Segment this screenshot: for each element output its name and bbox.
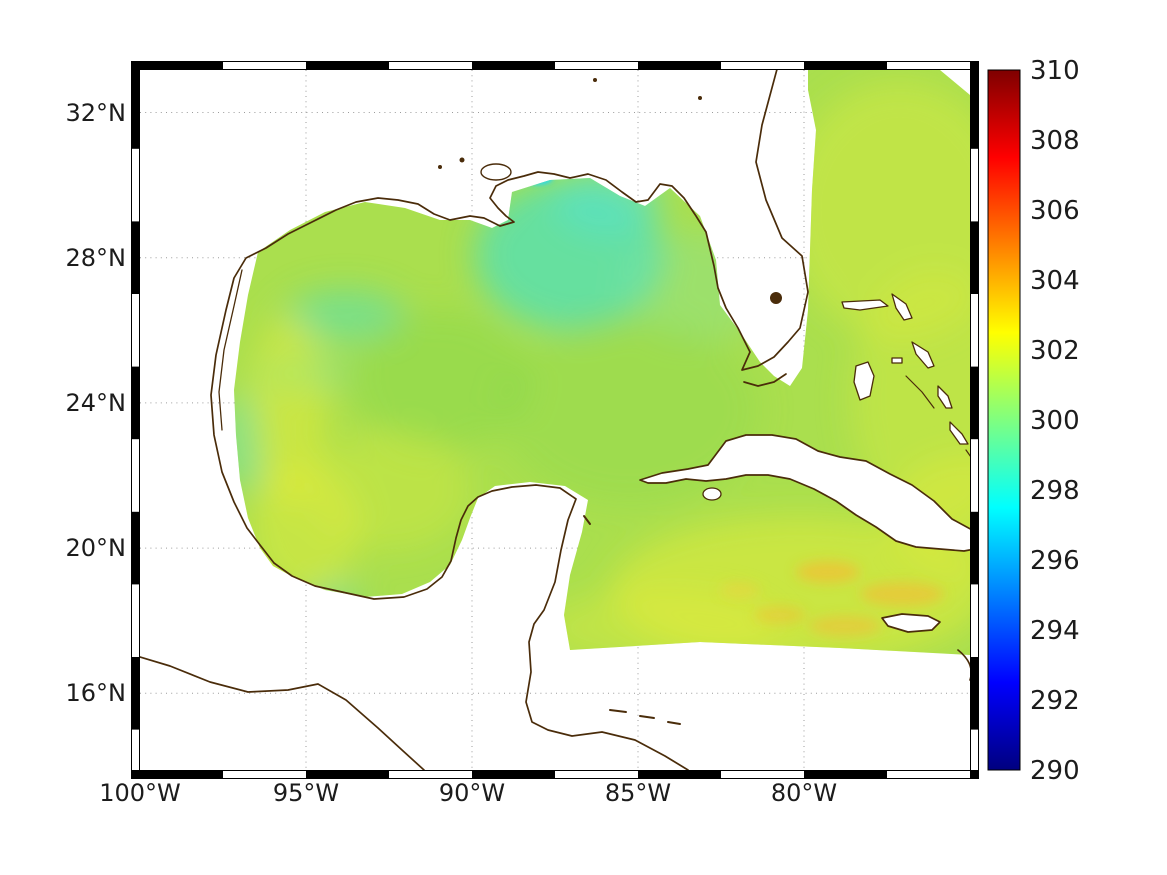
frame-segment [140,770,223,779]
coastline-texas-barrier-islands [218,269,243,431]
frame-segment [472,770,555,779]
sst-patch-warm [809,616,881,636]
island-eleuthera [911,341,935,369]
island-andros [853,361,875,401]
colorbar-tick-label: 298 [1030,476,1080,506]
colorbar-tick-label: 290 [1030,756,1080,786]
frame-corner [131,61,140,70]
frame-segment [131,657,140,730]
island-honduras-bay-2 [639,715,655,719]
frame-segment [306,770,389,779]
small-lake-1 [459,157,465,163]
lat-tick-label: 20°N [66,534,127,562]
lat-axis: 32°N 28°N 24°N 20°N 16°N [66,99,127,707]
colorbar-gradient [987,69,1021,771]
frame-segment [131,70,140,149]
frame-corner [131,770,140,779]
sst-patch [307,585,363,611]
frame-corner [970,770,979,779]
frame-segment [970,366,979,440]
colorbar-tick-label: 300 [1030,406,1080,436]
colorbar-ticks: 310 308 306 304 302 300 298 296 294 292 … [1030,56,1080,786]
small-lake-4 [698,96,702,100]
island-honduras-bay-3 [667,721,681,725]
lat-tick-label: 28°N [66,244,127,272]
colorbar-tick-label: 306 [1030,196,1080,226]
lon-tick-label: 90°W [439,779,505,807]
island-bahama-bank-edge [965,449,970,457]
frame-segment [472,61,555,70]
sst-patch [350,310,530,450]
frame-corner [970,61,979,70]
frame-segment [131,511,140,585]
island-cozumel [583,515,591,525]
colorbar-tick-label: 294 [1030,616,1080,646]
sst-patch-warm [860,582,944,606]
lake-okeechobee [770,292,782,304]
frame-segment [804,61,887,70]
lat-tick-label: 32°N [66,99,127,127]
map-frame [131,61,979,779]
lon-tick-label: 100°W [99,779,181,807]
map-clip-group [140,70,970,770]
coastline-pacific-mexico [140,656,425,770]
sst-patch [248,315,328,505]
frame-segment [804,770,887,779]
colorbar-tick-label: 292 [1030,686,1080,716]
lon-tick-label: 95°W [273,779,339,807]
small-lake-3 [593,78,597,82]
island-abaco [891,293,913,321]
lat-tick-label: 24°N [66,389,127,417]
frame-segment [638,61,721,70]
island-cat [937,385,953,409]
frame-segment [970,657,979,730]
small-lake-2 [438,165,442,169]
sst-field [234,70,970,655]
sst-patch [500,315,760,505]
lon-tick-label: 85°W [605,779,671,807]
frame-segment [131,221,140,294]
colorbar-tick-label: 310 [1030,56,1080,86]
florida-keys [743,373,787,387]
sst-patch-warm [754,606,806,624]
frame-segment [131,366,140,440]
frame-segment [970,70,979,149]
island-isla-juventud [702,487,722,501]
island-honduras-bay-1 [609,709,627,713]
island-grand-bahama [841,299,889,311]
coastline-continent [210,70,809,770]
island-jamaica [881,613,941,633]
island-long [949,421,969,445]
frame-segment [638,770,721,779]
sst-patch [310,430,470,550]
lat-tick-label: 16°N [66,679,127,707]
coastlines [140,70,970,770]
frame-segment [970,221,979,294]
island-new-providence [891,357,903,364]
frame-segments [131,61,979,779]
colorbar-tick-label: 296 [1030,546,1080,576]
sst-patch [285,289,405,341]
lake-pontchartrain [480,163,512,181]
colorbar-tick-label: 302 [1030,336,1080,366]
colorbar-tick-label: 308 [1030,126,1080,156]
lon-axis: 100°W 95°W 90°W 85°W 80°W [99,779,837,807]
sst-patch-warm [796,561,860,583]
frame-segment [306,61,389,70]
sst-patch [540,588,780,655]
map-area [140,70,970,770]
frame-segment [140,61,223,70]
island-exuma-chain [905,375,935,409]
sst-patch [850,270,970,530]
lon-tick-label: 80°W [771,779,837,807]
sst-patch-warm [720,582,760,598]
coastline-haiti-fragment [957,649,970,681]
island-cuba [639,434,970,552]
colorbar: 310 308 306 304 302 300 298 296 294 292 … [987,56,1080,786]
colorbar-tick-label: 304 [1030,266,1080,296]
frame-segment [970,511,979,585]
